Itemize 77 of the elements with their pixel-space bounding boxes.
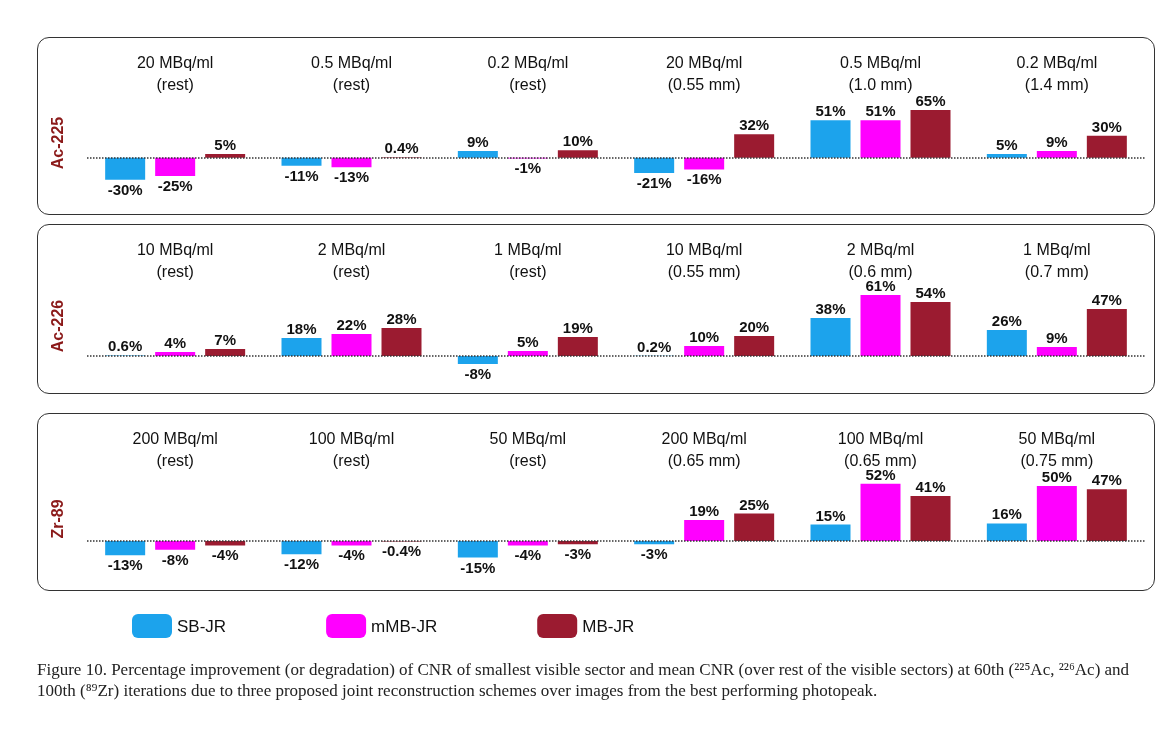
data-label: 19%	[562, 319, 593, 336]
data-label: 32%	[739, 116, 770, 134]
data-label: -0.4%	[381, 542, 422, 560]
data-label: -8%	[464, 365, 492, 382]
data-label: -13%	[107, 556, 143, 574]
x-tick-label: 0.2 MBq/ml (rest)	[487, 53, 569, 93]
data-label: 25%	[739, 495, 770, 513]
data-label: 38%	[815, 300, 846, 317]
x-tick-label: 200 MBq/ml (rest)	[132, 429, 218, 469]
data-label: 65%	[915, 92, 946, 109]
data-label: 0.2%	[637, 337, 672, 355]
data-label: -4%	[514, 546, 542, 564]
data-label: -25%	[157, 177, 193, 194]
y-axis-title: Ac-225	[48, 116, 66, 170]
data-label: 0.4%	[384, 139, 419, 157]
data-label: -13%	[333, 168, 370, 186]
data-label: 51%	[815, 102, 846, 120]
data-label: 5%	[995, 136, 1018, 153]
data-label: -4%	[211, 546, 239, 564]
data-label: 9%	[466, 133, 489, 151]
data-label: -3%	[564, 545, 592, 563]
x-tick-label: 20 MBq/ml (0.55 mm)	[665, 53, 743, 93]
data-label: 4%	[164, 334, 187, 351]
data-label: 22%	[336, 316, 367, 333]
caption: Figure 10. Percentage improvement (or degradation) of CNR of smallest visible sector and mean CNR (over rest of the visible sectors) at 60th (²²⁵Ac, ²²⁶Ac) and 100th (⁸⁹Zr) iterations due to three proposed joint reconstruction schemes over images from the best performing photopeak.	[37, 659, 1131, 701]
data-label: -11%	[284, 166, 319, 184]
data-label: 51%	[865, 102, 896, 120]
data-label: 41%	[915, 477, 946, 495]
x-tick-label: 0.2 MBq/ml (1.4 mm)	[1016, 53, 1098, 93]
legend-label: SB-JR	[177, 616, 227, 636]
data-label: 18%	[286, 320, 317, 337]
x-tick-label: 200 MBq/ml (0.65 mm)	[661, 429, 747, 469]
y-axis-title: Ac-226	[48, 299, 66, 353]
data-label: 47%	[1091, 291, 1122, 308]
x-tick-label: 50 MBq/ml (0.75 mm)	[1018, 429, 1096, 469]
data-label: 9%	[1045, 329, 1068, 346]
data-label: -8%	[161, 550, 189, 568]
x-tick-label: 50 MBq/ml (rest)	[489, 429, 567, 469]
x-tick-label: 10 MBq/ml (rest)	[136, 240, 214, 280]
data-label: -3%	[640, 545, 668, 563]
data-label: -4%	[338, 546, 365, 564]
x-tick-label: 0.5 MBq/ml (1.0 mm)	[840, 53, 921, 93]
data-label: 54%	[915, 284, 946, 301]
x-tick-label: 1 MBq/ml (rest)	[494, 240, 562, 280]
data-label: -1%	[514, 159, 542, 177]
data-label: 30%	[1091, 117, 1122, 135]
data-label: 19%	[689, 502, 720, 520]
y-axis-title: Zr-89	[48, 499, 66, 539]
data-label: 10%	[689, 328, 720, 345]
data-label: 0.6%	[108, 337, 143, 355]
data-label: 9%	[1045, 133, 1068, 151]
data-label: -15%	[460, 558, 496, 576]
x-tick-label: 0.5 MBq/ml (rest)	[311, 53, 392, 93]
data-label: 5%	[516, 333, 539, 350]
data-label: 26%	[991, 312, 1022, 329]
data-label: -21%	[636, 174, 672, 192]
legend-label: mMB-JR	[371, 616, 438, 636]
data-label: 61%	[865, 277, 896, 294]
x-tick-label: 2 MBq/ml (rest)	[317, 240, 386, 280]
data-label: 50%	[1041, 468, 1072, 485]
x-tick-label: 100 MBq/ml (rest)	[308, 429, 395, 469]
x-tick-label: 10 MBq/ml (0.55 mm)	[665, 240, 743, 280]
data-label: 5%	[214, 136, 237, 153]
data-label: -16%	[686, 170, 722, 188]
legend-label: MB-JR	[582, 616, 635, 636]
x-tick-label: 20 MBq/ml (rest)	[136, 53, 214, 93]
data-label: 7%	[214, 331, 237, 348]
data-label: -30%	[107, 180, 143, 198]
data-label: 47%	[1091, 471, 1122, 489]
data-label: 15%	[815, 506, 846, 524]
data-label: 28%	[386, 310, 417, 327]
data-label: 10%	[562, 132, 593, 150]
data-label: 16%	[991, 505, 1022, 523]
x-tick-label: 1 MBq/ml (0.7 mm)	[1023, 240, 1091, 280]
x-tick-label: 2 MBq/ml (0.6 mm)	[846, 240, 915, 280]
data-label: -12%	[283, 555, 320, 573]
data-label: 20%	[739, 318, 770, 335]
